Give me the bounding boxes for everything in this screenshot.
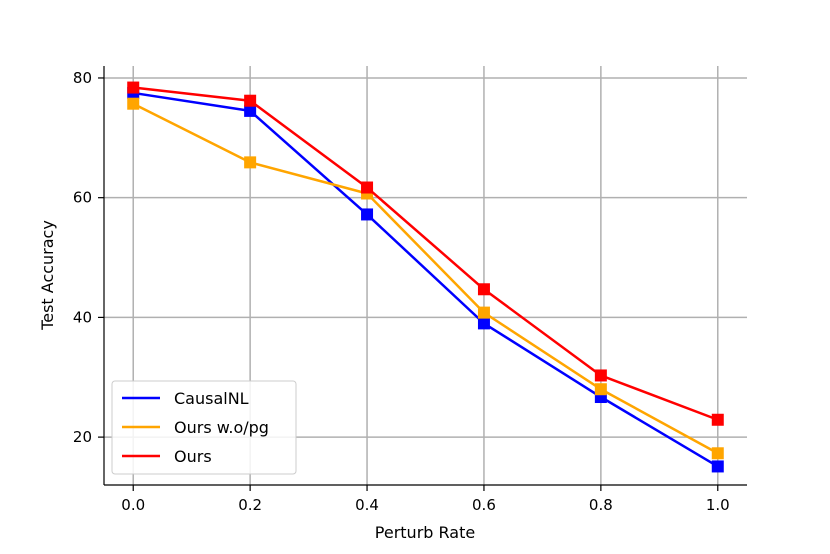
series-point [711, 413, 724, 426]
series-point [477, 317, 490, 330]
series-point [594, 383, 607, 396]
series-line [133, 91, 719, 468]
series-point [127, 97, 140, 110]
series-point [244, 104, 257, 117]
y-tick-label: 40 [73, 308, 92, 326]
series-point [711, 460, 724, 473]
series-point [244, 156, 257, 169]
series-line [132, 102, 719, 455]
legend-label: Ours w.o/pg [174, 418, 269, 437]
series-3 [127, 81, 724, 426]
ticks: 0.0 0.2 0.4 0.6 0.8 1.0 20 40 60 80 [73, 69, 730, 514]
x-tick-label: 0.8 [589, 496, 613, 514]
y-tick-label: 80 [73, 69, 92, 87]
series-point [244, 94, 257, 107]
series-line [133, 86, 719, 421]
legend: CausalNL Ours w.o/pg Ours [111, 380, 297, 475]
x-axis-label: Perturb Rate [375, 523, 475, 542]
legend-box [111, 380, 297, 475]
series-point [361, 208, 374, 221]
legend-label: Ours [174, 447, 212, 466]
series-point [477, 306, 490, 319]
series-point [361, 181, 374, 194]
series-point [711, 447, 724, 460]
series-point [477, 283, 490, 296]
y-tick-label: 60 [73, 189, 92, 207]
series-point [594, 369, 607, 382]
x-tick-label: 0.4 [355, 496, 379, 514]
series-point [127, 81, 140, 94]
y-axis-label: Test Accuracy [38, 220, 57, 331]
legend-label: CausalNL [174, 389, 249, 408]
y-tick-label: 20 [73, 428, 92, 446]
axes [103, 66, 747, 486]
x-tick-label: 0.6 [472, 496, 496, 514]
x-tick-label: 0.2 [238, 496, 262, 514]
x-tick-label: 1.0 [706, 496, 730, 514]
series-layer [127, 81, 724, 473]
x-tick-label: 0.0 [121, 496, 145, 514]
